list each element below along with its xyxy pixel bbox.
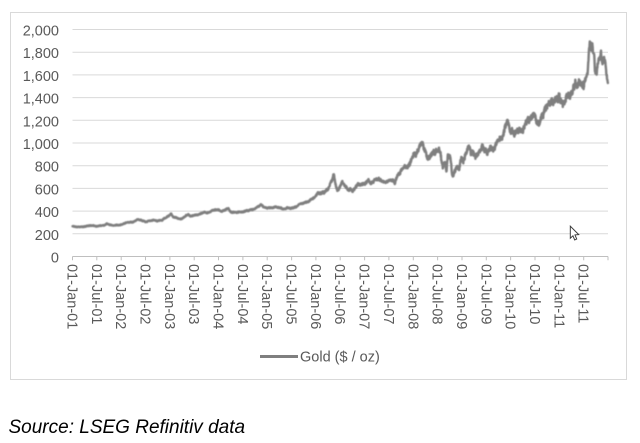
svg-text:01-Jan-11: 01-Jan-11 — [550, 264, 566, 328]
svg-text:1,800: 1,800 — [23, 46, 59, 62]
svg-text:01-Jul-01: 01-Jul-01 — [88, 264, 104, 324]
svg-text:2,000: 2,000 — [23, 24, 59, 40]
svg-text:01-Jul-06: 01-Jul-06 — [331, 264, 347, 324]
svg-text:01-Jan-02: 01-Jan-02 — [112, 264, 128, 329]
svg-text:01-Jul-02: 01-Jul-02 — [137, 264, 153, 324]
svg-text:Gold ($ / oz): Gold ($ / oz) — [300, 350, 380, 366]
svg-text:01-Jan-05: 01-Jan-05 — [258, 264, 274, 329]
svg-text:01-Jan-01: 01-Jan-01 — [64, 264, 80, 329]
svg-text:1,600: 1,600 — [23, 69, 59, 85]
svg-text:01-Jan-03: 01-Jan-03 — [161, 264, 177, 329]
svg-text:1,000: 1,000 — [23, 137, 59, 153]
svg-text:1,400: 1,400 — [23, 92, 59, 108]
svg-text:01-Jan-09: 01-Jan-09 — [453, 264, 469, 329]
svg-text:01-Jul-07: 01-Jul-07 — [380, 264, 396, 324]
svg-text:01-Jul-10: 01-Jul-10 — [526, 264, 542, 324]
svg-text:800: 800 — [35, 160, 59, 176]
svg-text:01-Jul-05: 01-Jul-05 — [283, 264, 299, 324]
svg-text:400: 400 — [35, 205, 59, 221]
svg-text:200: 200 — [35, 228, 59, 244]
svg-text:01-Jan-06: 01-Jan-06 — [307, 264, 323, 329]
svg-text:01-Jan-07: 01-Jan-07 — [356, 264, 372, 329]
svg-text:01-Jul-11: 01-Jul-11 — [575, 264, 591, 323]
svg-text:1,200: 1,200 — [23, 114, 59, 130]
svg-text:01-Jan-04: 01-Jan-04 — [210, 264, 226, 329]
svg-text:01-Jul-04: 01-Jul-04 — [234, 264, 250, 324]
svg-text:01-Jul-08: 01-Jul-08 — [429, 264, 445, 324]
svg-text:01-Jul-09: 01-Jul-09 — [477, 264, 493, 324]
svg-text:01-Jan-10: 01-Jan-10 — [502, 264, 518, 329]
svg-text:01-Jan-08: 01-Jan-08 — [404, 264, 420, 329]
svg-text:600: 600 — [35, 182, 59, 198]
svg-text:0: 0 — [51, 251, 59, 267]
svg-text:01-Jul-03: 01-Jul-03 — [185, 264, 201, 324]
